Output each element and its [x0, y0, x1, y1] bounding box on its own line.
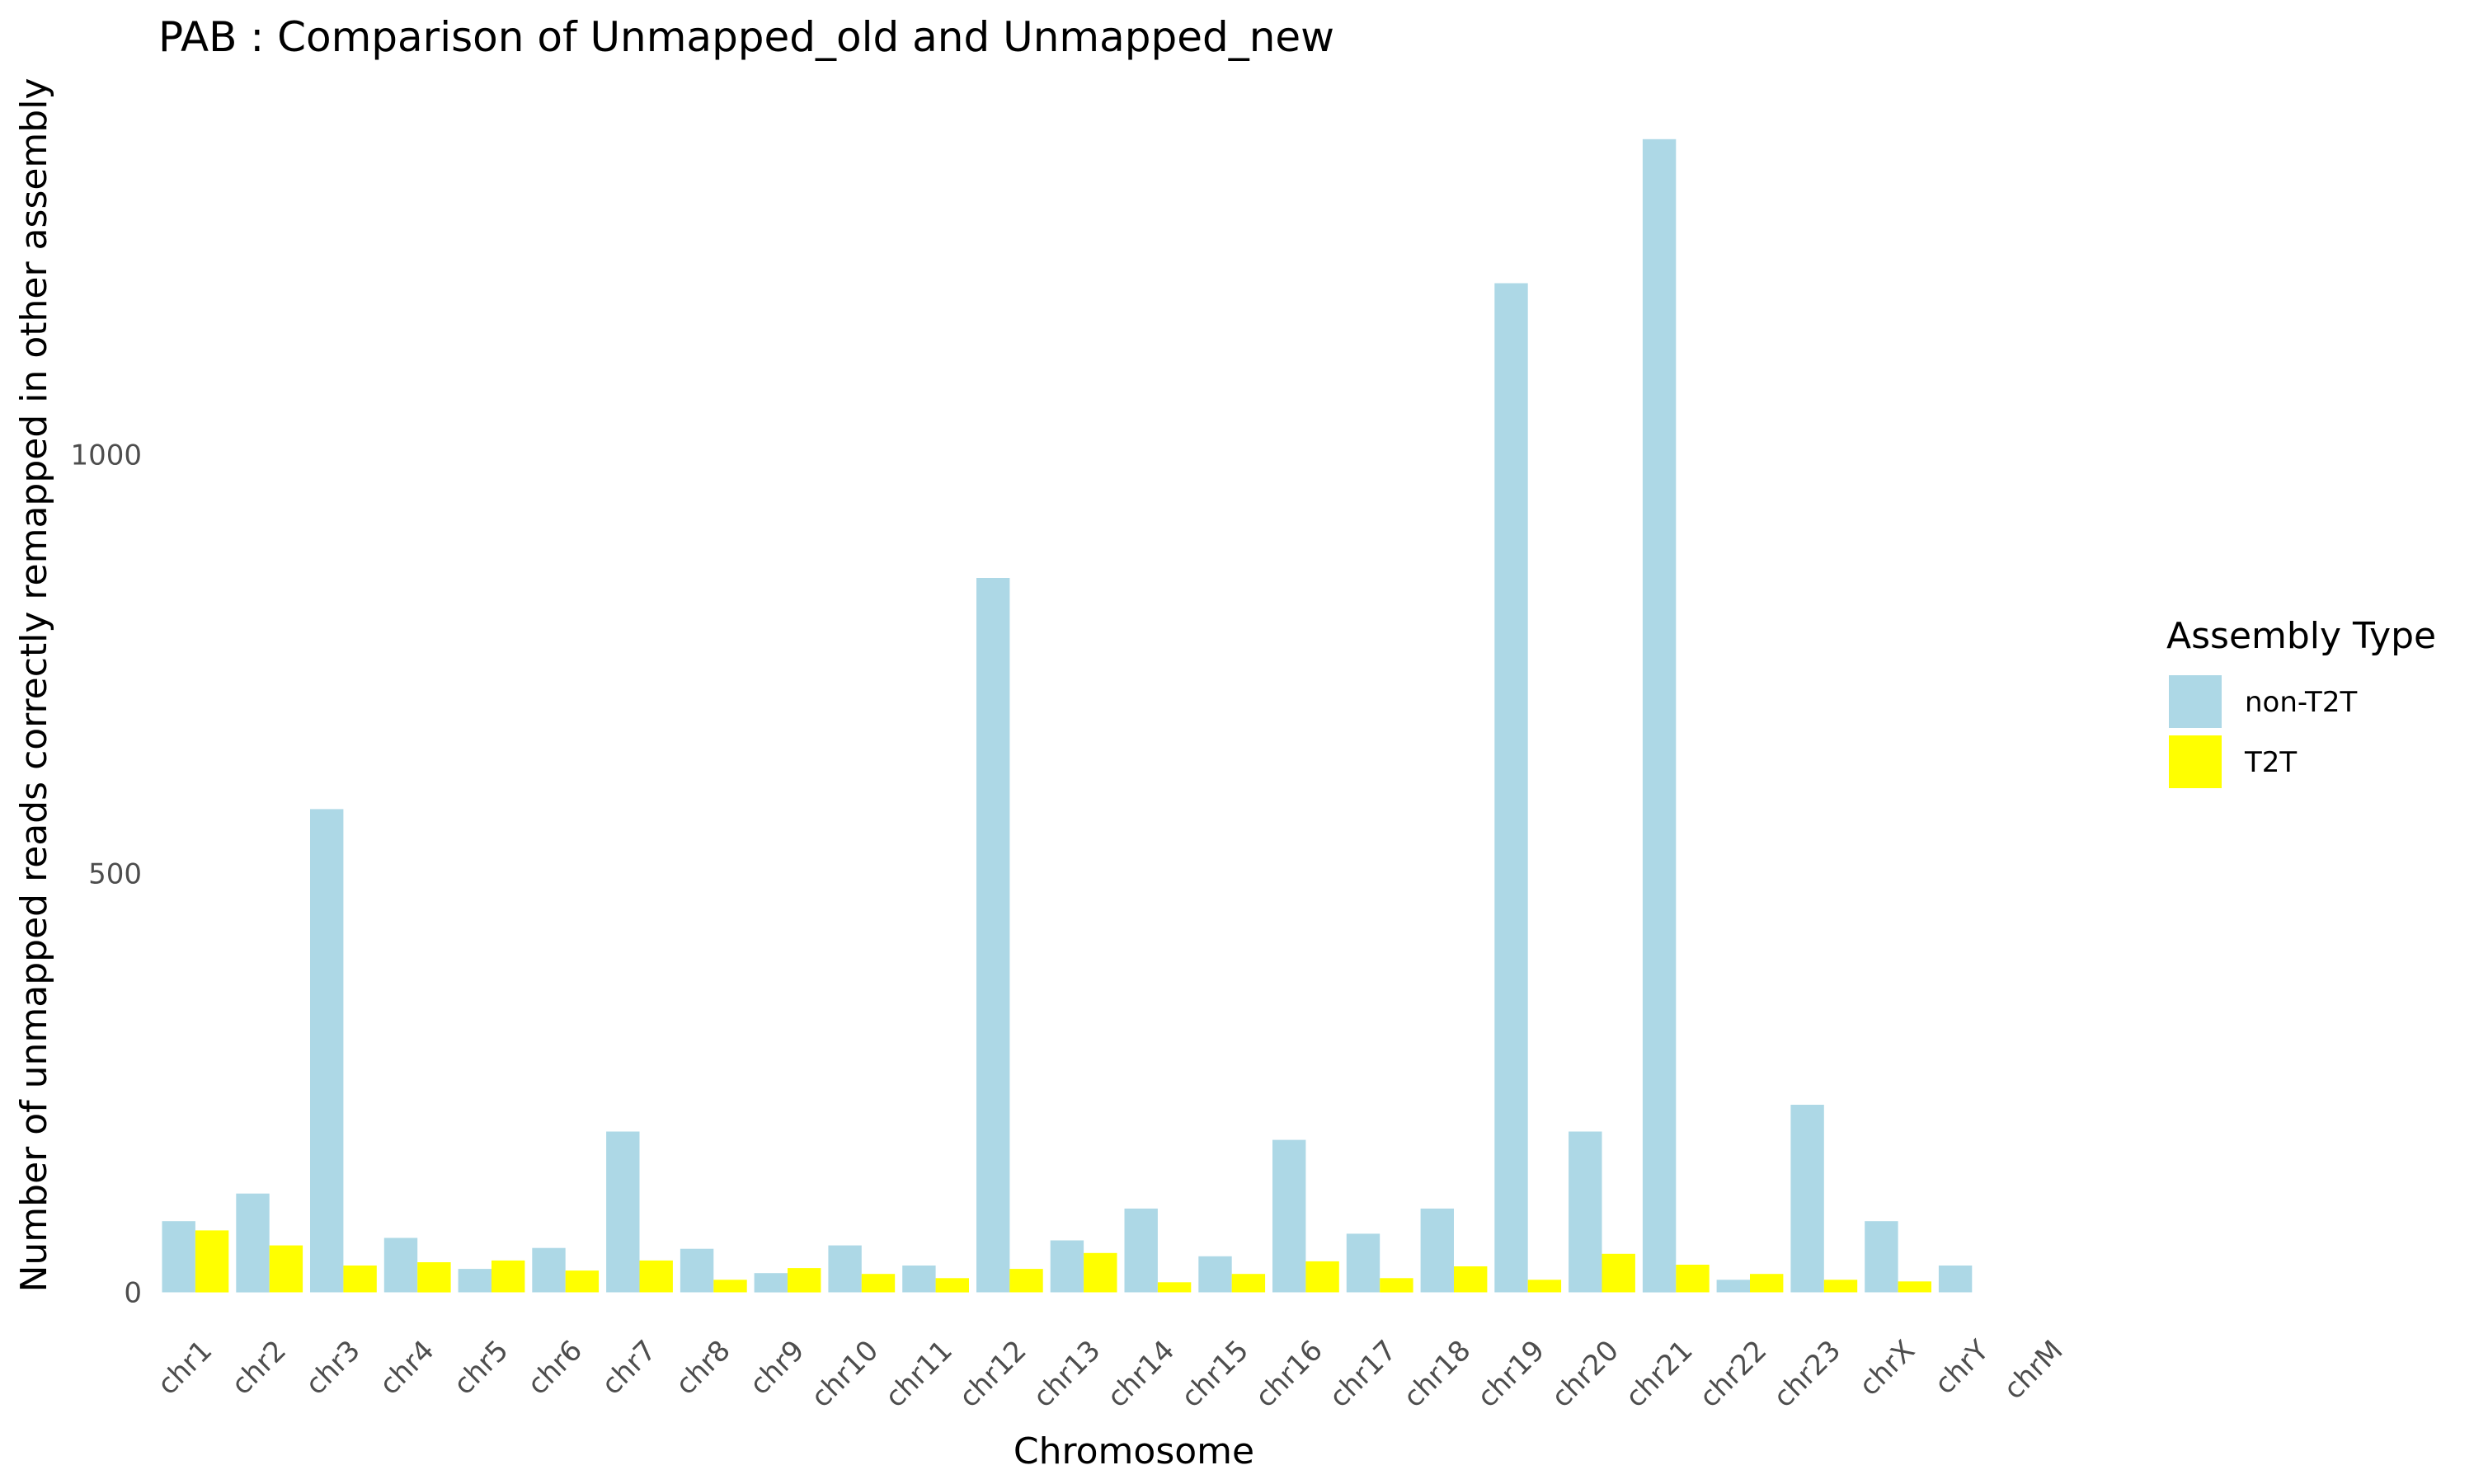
bar-non-t2t-chr21: [1642, 139, 1677, 1293]
bar-t2t-chr15: [1231, 1274, 1266, 1293]
bar-t2t-chr4: [417, 1262, 451, 1293]
bar-t2t-chr3: [343, 1266, 377, 1293]
bar-non-t2t-chry: [1938, 1266, 1973, 1293]
bar-t2t-chr8: [713, 1280, 747, 1293]
bar-non-t2t-chr3: [310, 809, 344, 1293]
bar-non-t2t-chr8: [680, 1248, 714, 1293]
bar-non-t2t-chr19: [1494, 283, 1528, 1293]
bar-t2t-chr17: [1380, 1278, 1413, 1293]
bar-t2t-chr23: [1823, 1280, 1858, 1293]
bar-non-t2t-chr17: [1346, 1233, 1380, 1293]
bar-non-t2t-chr22: [1716, 1280, 1750, 1293]
bar-t2t-chr18: [1454, 1266, 1488, 1293]
bar-non-t2t-chr12: [976, 578, 1010, 1293]
bar-non-t2t-chr20: [1569, 1131, 1602, 1293]
bar-non-t2t-chr9: [754, 1273, 788, 1293]
legend-title: Assembly Type: [2166, 615, 2436, 657]
bar-t2t-chr12: [1009, 1269, 1043, 1293]
bar-non-t2t-chr5: [458, 1269, 492, 1293]
bar-non-t2t-chr11: [902, 1266, 936, 1293]
y-tick-label: 0: [124, 1277, 142, 1310]
legend-label-non-t2t: non-T2T: [2245, 686, 2357, 719]
bar-non-t2t-chr15: [1198, 1256, 1232, 1293]
bar-non-t2t-chr13: [1050, 1240, 1084, 1293]
bar-t2t-chr1: [195, 1230, 229, 1293]
bar-non-t2t-chr7: [606, 1131, 640, 1293]
bar-t2t-chrx: [1898, 1281, 1931, 1293]
bar-t2t-chr14: [1157, 1282, 1192, 1293]
y-tick-label: 500: [88, 858, 142, 891]
bar-t2t-chr11: [935, 1278, 969, 1293]
bar-t2t-chr7: [639, 1260, 673, 1293]
bar-t2t-chr16: [1305, 1261, 1339, 1293]
y-tick-label: 1000: [70, 439, 142, 472]
bar-t2t-chr13: [1084, 1252, 1117, 1293]
bar-non-t2t-chr18: [1420, 1208, 1454, 1293]
bar-non-t2t-chr4: [383, 1237, 418, 1293]
legend: Assembly Type non-T2T T2T: [2166, 615, 2436, 788]
legend-key-t2t: [2169, 735, 2222, 788]
y-axis-title: Number of unmapped reads correctly remap…: [13, 78, 55, 1293]
bar-t2t-chr2: [269, 1245, 303, 1293]
bar-t2t-chr21: [1676, 1265, 1710, 1293]
chart-title: PAB : Comparison of Unmapped_old and Unm…: [158, 13, 1334, 61]
bars-layer: [162, 139, 1973, 1293]
bar-t2t-chr10: [861, 1274, 896, 1293]
bar-t2t-chr5: [492, 1260, 525, 1293]
bar-non-t2t-chr16: [1272, 1139, 1306, 1293]
bar-non-t2t-chr10: [828, 1245, 862, 1293]
bar-t2t-chr20: [1602, 1253, 1635, 1293]
bar-t2t-chr22: [1750, 1274, 1784, 1293]
bar-non-t2t-chr23: [1790, 1105, 1824, 1293]
bar-non-t2t-chr14: [1124, 1208, 1158, 1293]
bar-t2t-chr19: [1527, 1280, 1562, 1293]
bar-non-t2t-chrx: [1865, 1221, 1898, 1293]
bar-non-t2t-chr1: [162, 1221, 195, 1293]
legend-key-non-t2t: [2169, 675, 2222, 728]
y-axis-ticks: 0 500 1000: [70, 439, 142, 1310]
legend-label-t2t: T2T: [2244, 746, 2297, 779]
bar-t2t-chr6: [565, 1270, 600, 1293]
bar-non-t2t-chr2: [236, 1193, 270, 1293]
bar-non-t2t-chr6: [532, 1247, 566, 1293]
bar-t2t-chr9: [788, 1268, 821, 1293]
x-axis-title: Chromosome: [1014, 1430, 1254, 1472]
